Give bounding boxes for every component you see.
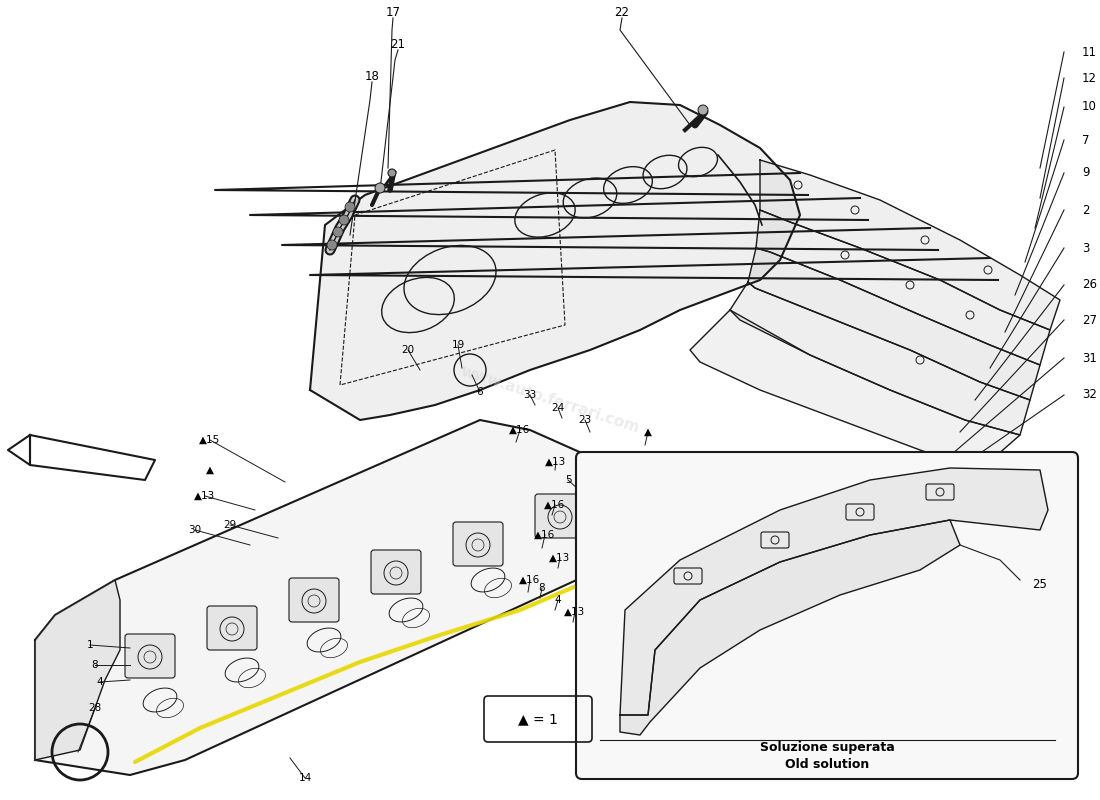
Text: 32: 32	[1082, 389, 1097, 402]
Circle shape	[388, 169, 396, 177]
Text: 4: 4	[554, 595, 561, 605]
Text: 12: 12	[1082, 71, 1097, 85]
Text: ▲15: ▲15	[199, 435, 221, 445]
Text: 10: 10	[1082, 101, 1097, 114]
Text: 1: 1	[87, 640, 94, 650]
Polygon shape	[35, 580, 120, 760]
Text: 18: 18	[364, 70, 380, 82]
Text: ▲: ▲	[206, 465, 214, 475]
Polygon shape	[30, 435, 155, 480]
Text: 20: 20	[402, 345, 415, 355]
Polygon shape	[620, 468, 1048, 715]
FancyBboxPatch shape	[371, 550, 421, 594]
Text: 2: 2	[1082, 203, 1089, 217]
Text: 8: 8	[539, 583, 546, 593]
Polygon shape	[756, 210, 1050, 365]
Polygon shape	[620, 520, 960, 735]
FancyBboxPatch shape	[535, 494, 585, 538]
Text: 4: 4	[97, 677, 103, 687]
Polygon shape	[730, 282, 1030, 435]
Circle shape	[698, 105, 708, 115]
Text: 1085: 1085	[663, 469, 697, 491]
Text: 6: 6	[476, 387, 483, 397]
Text: Soluzione superata: Soluzione superata	[760, 742, 894, 754]
Polygon shape	[690, 310, 1020, 470]
Polygon shape	[8, 435, 30, 465]
Text: 14: 14	[298, 773, 311, 783]
Text: 27: 27	[1082, 314, 1097, 326]
Text: ▲13: ▲13	[549, 553, 571, 563]
Text: 25: 25	[1033, 578, 1047, 591]
Text: 3: 3	[1082, 242, 1089, 254]
Text: 24: 24	[551, 403, 564, 413]
Text: ▲: ▲	[644, 427, 652, 437]
FancyBboxPatch shape	[453, 522, 503, 566]
FancyBboxPatch shape	[207, 606, 257, 650]
Text: ▲16: ▲16	[519, 575, 540, 585]
Text: 33: 33	[524, 390, 537, 400]
Text: ▲13: ▲13	[546, 457, 566, 467]
Circle shape	[327, 240, 337, 250]
FancyBboxPatch shape	[576, 452, 1078, 779]
FancyBboxPatch shape	[289, 578, 339, 622]
Text: 21: 21	[390, 38, 406, 50]
Text: 31: 31	[1082, 351, 1097, 365]
Text: ▲16: ▲16	[509, 425, 530, 435]
Polygon shape	[748, 248, 1040, 400]
Text: ▲16: ▲16	[535, 530, 556, 540]
Circle shape	[375, 183, 385, 193]
Circle shape	[333, 227, 343, 237]
Polygon shape	[310, 102, 800, 420]
Polygon shape	[35, 420, 666, 775]
Text: 9: 9	[1082, 166, 1089, 179]
Text: 30: 30	[188, 525, 201, 535]
Text: 5: 5	[564, 475, 571, 485]
Circle shape	[339, 215, 349, 225]
Text: 26: 26	[1082, 278, 1097, 291]
Text: 19: 19	[451, 340, 464, 350]
Text: Old solution: Old solution	[785, 758, 869, 770]
Text: 22: 22	[615, 6, 629, 18]
Text: 8: 8	[91, 660, 98, 670]
Text: www.auto.ferrari.com: www.auto.ferrari.com	[459, 364, 641, 436]
FancyBboxPatch shape	[125, 634, 175, 678]
Text: ▲16: ▲16	[544, 500, 565, 510]
Circle shape	[345, 202, 355, 212]
Text: ▲13: ▲13	[195, 491, 216, 501]
Text: 17: 17	[385, 6, 400, 18]
Text: 28: 28	[88, 703, 101, 713]
Polygon shape	[760, 160, 1060, 330]
Text: 23: 23	[579, 415, 592, 425]
Text: ▲ = 1: ▲ = 1	[518, 712, 558, 726]
Text: ▲13: ▲13	[564, 607, 585, 617]
Text: 11: 11	[1082, 46, 1097, 58]
Text: 7: 7	[1082, 134, 1089, 146]
Text: 29: 29	[223, 520, 236, 530]
